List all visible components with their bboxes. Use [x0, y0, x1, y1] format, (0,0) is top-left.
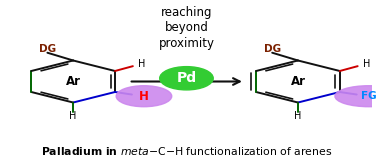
- Text: Pd: Pd: [177, 71, 197, 85]
- Ellipse shape: [335, 86, 378, 107]
- Text: FG: FG: [361, 91, 376, 101]
- Text: $\mathbf{Palladium\ in\ \mathit{meta}\mathrm{-C{-}H\ functionalization\ of\ aren: $\mathbf{Palladium\ in\ \mathit{meta}\ma…: [41, 145, 332, 157]
- Text: H: H: [294, 111, 302, 121]
- Text: H: H: [138, 59, 145, 69]
- Text: H: H: [70, 111, 77, 121]
- Text: DG: DG: [263, 44, 281, 54]
- Text: reaching
beyond
proximity: reaching beyond proximity: [158, 6, 214, 50]
- Text: H: H: [139, 90, 149, 103]
- Circle shape: [174, 73, 196, 82]
- Ellipse shape: [116, 86, 172, 107]
- Text: Ar: Ar: [290, 75, 305, 88]
- Circle shape: [166, 69, 204, 86]
- Text: DG: DG: [39, 44, 56, 54]
- Circle shape: [160, 67, 213, 90]
- Text: Ar: Ar: [66, 75, 81, 88]
- Text: H: H: [363, 59, 370, 69]
